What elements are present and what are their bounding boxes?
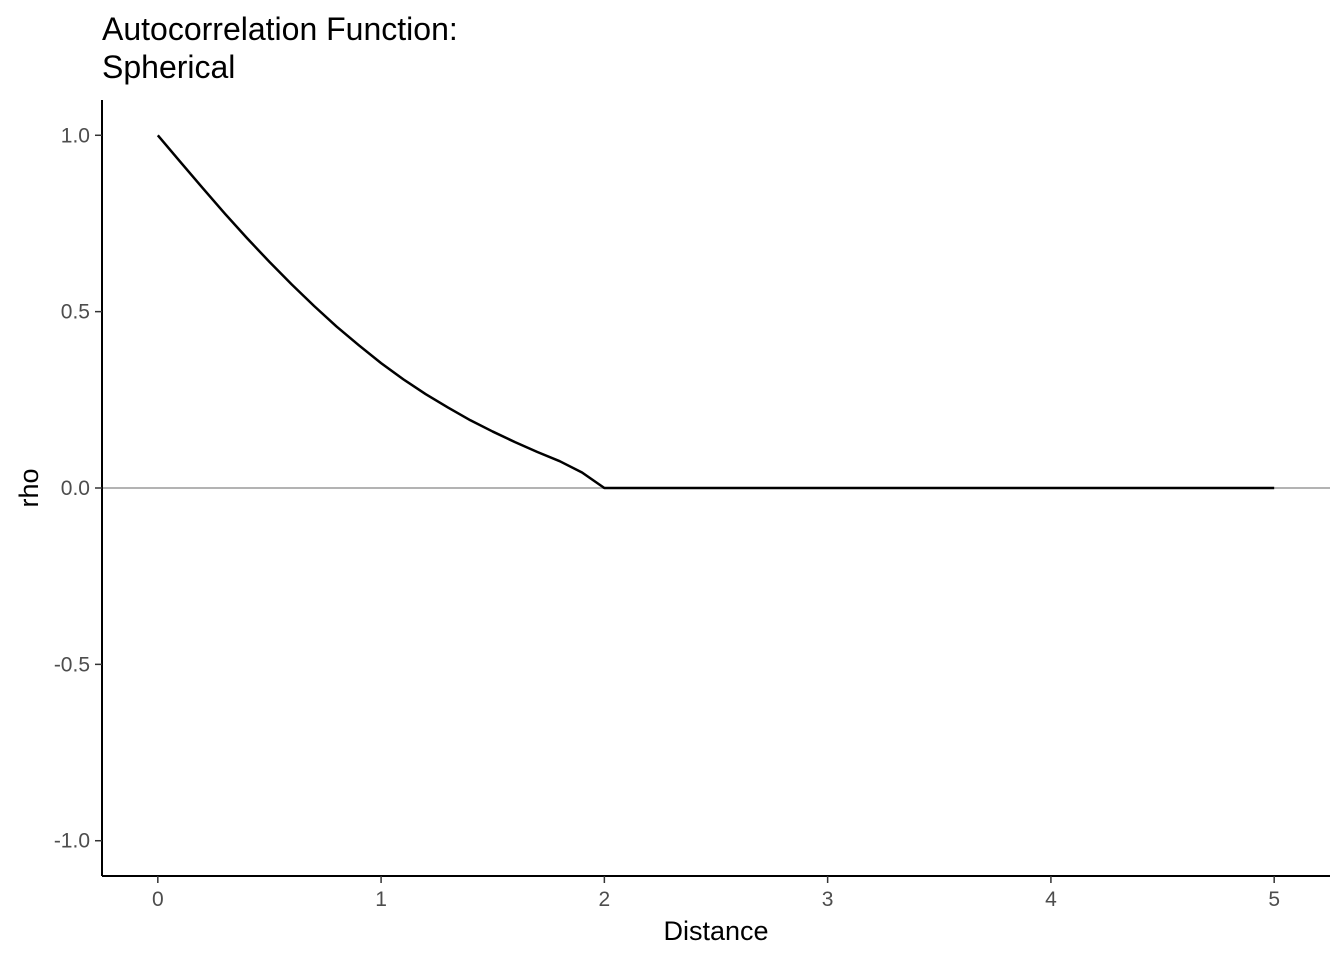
y-axis-title: rho [14,468,44,507]
x-tick-label: 3 [822,888,834,911]
series-layer [156,134,1275,490]
chart-title-line-2: Spherical [102,49,235,85]
x-ticks: 0 1 2 3 4 5 [152,876,1280,911]
x-axis-title: Distance [663,916,768,946]
y-tick-label: -0.5 [54,653,90,676]
x-tick-label: 2 [599,888,611,911]
x-tick-label: 4 [1045,888,1057,911]
series-line-0 [156,134,1275,490]
y-tick-label: 0.5 [61,301,90,324]
x-tick-label: 0 [152,888,164,911]
y-tick-label: 1.0 [61,124,90,147]
y-tick-label: 0.0 [61,477,90,500]
x-tick-label: 1 [375,888,387,911]
y-tick-label: -1.0 [54,830,90,853]
x-tick-label: 5 [1268,888,1280,911]
y-ticks: -1.0 -0.5 0.0 0.5 1.0 [54,124,102,853]
chart-title-line-1: Autocorrelation Function: [102,11,458,47]
